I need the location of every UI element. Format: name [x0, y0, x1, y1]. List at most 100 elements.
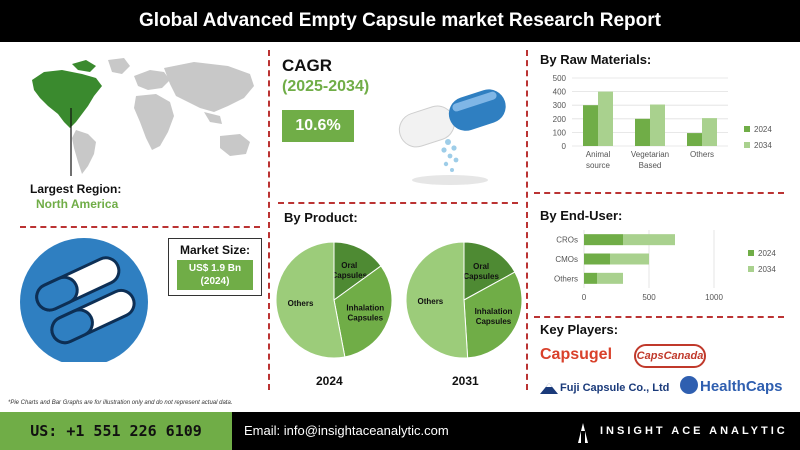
divider-right-horizontal-1 [534, 192, 784, 194]
legend-label: 2034 [754, 141, 772, 150]
y-tick-label: CROs [556, 236, 578, 245]
pie-slice [333, 241, 382, 301]
divider-mid-horizontal [278, 202, 518, 204]
pie-label: Oral [473, 262, 489, 271]
bar-2034 [623, 234, 675, 246]
footer-phone[interactable]: US: +1 551 226 6109 [30, 422, 202, 440]
market-size-card: Market Size: US$ 1.9 Bn (2024) [168, 238, 262, 296]
cagr-title: CAGR [282, 56, 333, 75]
footer-brand: INSIGHT ACE ANALYTIC [600, 425, 788, 437]
x-tick-label: 1000 [705, 293, 723, 302]
y-tick-label: CMOs [555, 255, 578, 264]
bar-2034 [610, 253, 649, 265]
raw-materials-chart: 0 100 200 300 400 500 Animal source Vegetarian Ba… [553, 74, 773, 170]
pie-slice [463, 241, 516, 301]
y-tick-label: 200 [553, 115, 567, 124]
pie-label: Others [288, 299, 314, 308]
player-capsugel: Capsugel [540, 346, 613, 363]
by-raw-materials-title: By Raw Materials: [540, 52, 652, 67]
report-title-bar: Global Advanced Empty Capsule market Res… [0, 0, 800, 42]
y-tick-label: 400 [553, 88, 567, 97]
y-tick-label: 300 [553, 101, 567, 110]
key-players-title: Key Players: [540, 322, 619, 337]
y-tick-label: Others [554, 274, 578, 283]
x-tick-label: Others [690, 150, 714, 159]
pie-slice [463, 271, 523, 359]
player-fuji: Fuji Capsule Co., Ltd [560, 382, 670, 394]
fuji-logo-icon [540, 383, 558, 394]
pie-label: Inhalation [475, 307, 513, 316]
bar-2024 [584, 253, 610, 265]
legend-swatch [744, 126, 750, 132]
largest-region-label: Largest Region: [30, 182, 122, 196]
bar-2024 [687, 133, 702, 146]
pie-year-2031: 2031 [452, 374, 479, 388]
pie-label: Capsules [331, 271, 367, 280]
footer-contact-bar: Email: info@insightaceanalytic.com INSIG… [232, 412, 800, 450]
by-product-title: By Product: [284, 210, 358, 225]
footnote: *Pie Charts and Bar Graphs are for illus… [8, 400, 233, 406]
pie-slice [333, 265, 393, 358]
x-tick-label: 0 [582, 293, 587, 302]
pie-year-2024: 2024 [316, 374, 343, 388]
pie-label: Capsules [463, 272, 499, 281]
bar-2024 [584, 272, 597, 284]
capsule-circle-icon [20, 238, 148, 362]
y-tick-label: 0 [562, 142, 567, 151]
end-user-chart: 0 500 1000 CROs CMOs Others 2024 2034 [554, 230, 776, 302]
market-size-label: Market Size: [179, 243, 251, 257]
report-title: Global Advanced Empty Capsule market Res… [139, 10, 661, 31]
market-size-value-box: US$ 1.9 Bn (2024) [177, 260, 253, 290]
bar-2024 [635, 118, 650, 146]
cagr-value: 10.6% [282, 110, 354, 142]
pie-label: Capsules [347, 313, 383, 322]
pie-label: Oral [341, 261, 357, 270]
divider-right [526, 50, 528, 390]
y-tick-label: 100 [553, 128, 567, 137]
legend-swatch [748, 250, 754, 256]
footer-email[interactable]: Email: info@insightaceanalytic.com [244, 423, 449, 438]
bar-2034 [597, 272, 623, 284]
bar-2034 [702, 118, 717, 146]
pie-label: Inhalation [346, 303, 384, 312]
legend-label: 2024 [758, 249, 776, 258]
largest-region-value: North America [36, 197, 119, 211]
legend-swatch [748, 266, 754, 272]
divider-left-horizontal [20, 226, 260, 228]
legend-label: 2034 [758, 265, 776, 274]
north-america-shape [32, 70, 102, 128]
pie-label: Capsules [476, 317, 512, 326]
pie-label: Others [417, 297, 443, 306]
divider-left [268, 50, 270, 390]
capsule-pill-icon [398, 89, 506, 185]
bar-2034 [650, 104, 665, 146]
y-tick-label: 500 [553, 74, 567, 83]
x-tick-label: source [586, 161, 611, 170]
divider-right-horizontal-2 [534, 316, 784, 318]
x-tick-label: Vegetarian [631, 150, 669, 159]
x-tick-label: 500 [642, 293, 656, 302]
market-size-year: (2024) [200, 276, 230, 287]
player-capscanada-logo: CapsCanada [634, 344, 706, 368]
x-tick-label: Animal [586, 150, 611, 159]
by-end-user-title: By End-User: [540, 208, 623, 223]
bar-2034 [598, 91, 613, 146]
healthcaps-logo-icon [680, 376, 698, 394]
bar-2024 [584, 234, 623, 246]
pie-slice [405, 241, 469, 359]
pie-slice [275, 241, 346, 359]
legend-swatch [744, 142, 750, 148]
bar-2024 [583, 105, 598, 146]
player-capscanada: CapsCanada [636, 350, 704, 362]
player-healthcaps: HealthCaps [700, 378, 783, 395]
x-tick-label: Based [639, 161, 662, 170]
world-map [32, 58, 254, 176]
cagr-period: (2025-2034) [282, 78, 370, 95]
legend-label: 2024 [754, 125, 772, 134]
insightace-logo-icon [578, 423, 588, 443]
market-size-value: US$ 1.9 Bn [188, 263, 242, 274]
footer-phone-bar: US: +1 551 226 6109 [0, 412, 232, 450]
